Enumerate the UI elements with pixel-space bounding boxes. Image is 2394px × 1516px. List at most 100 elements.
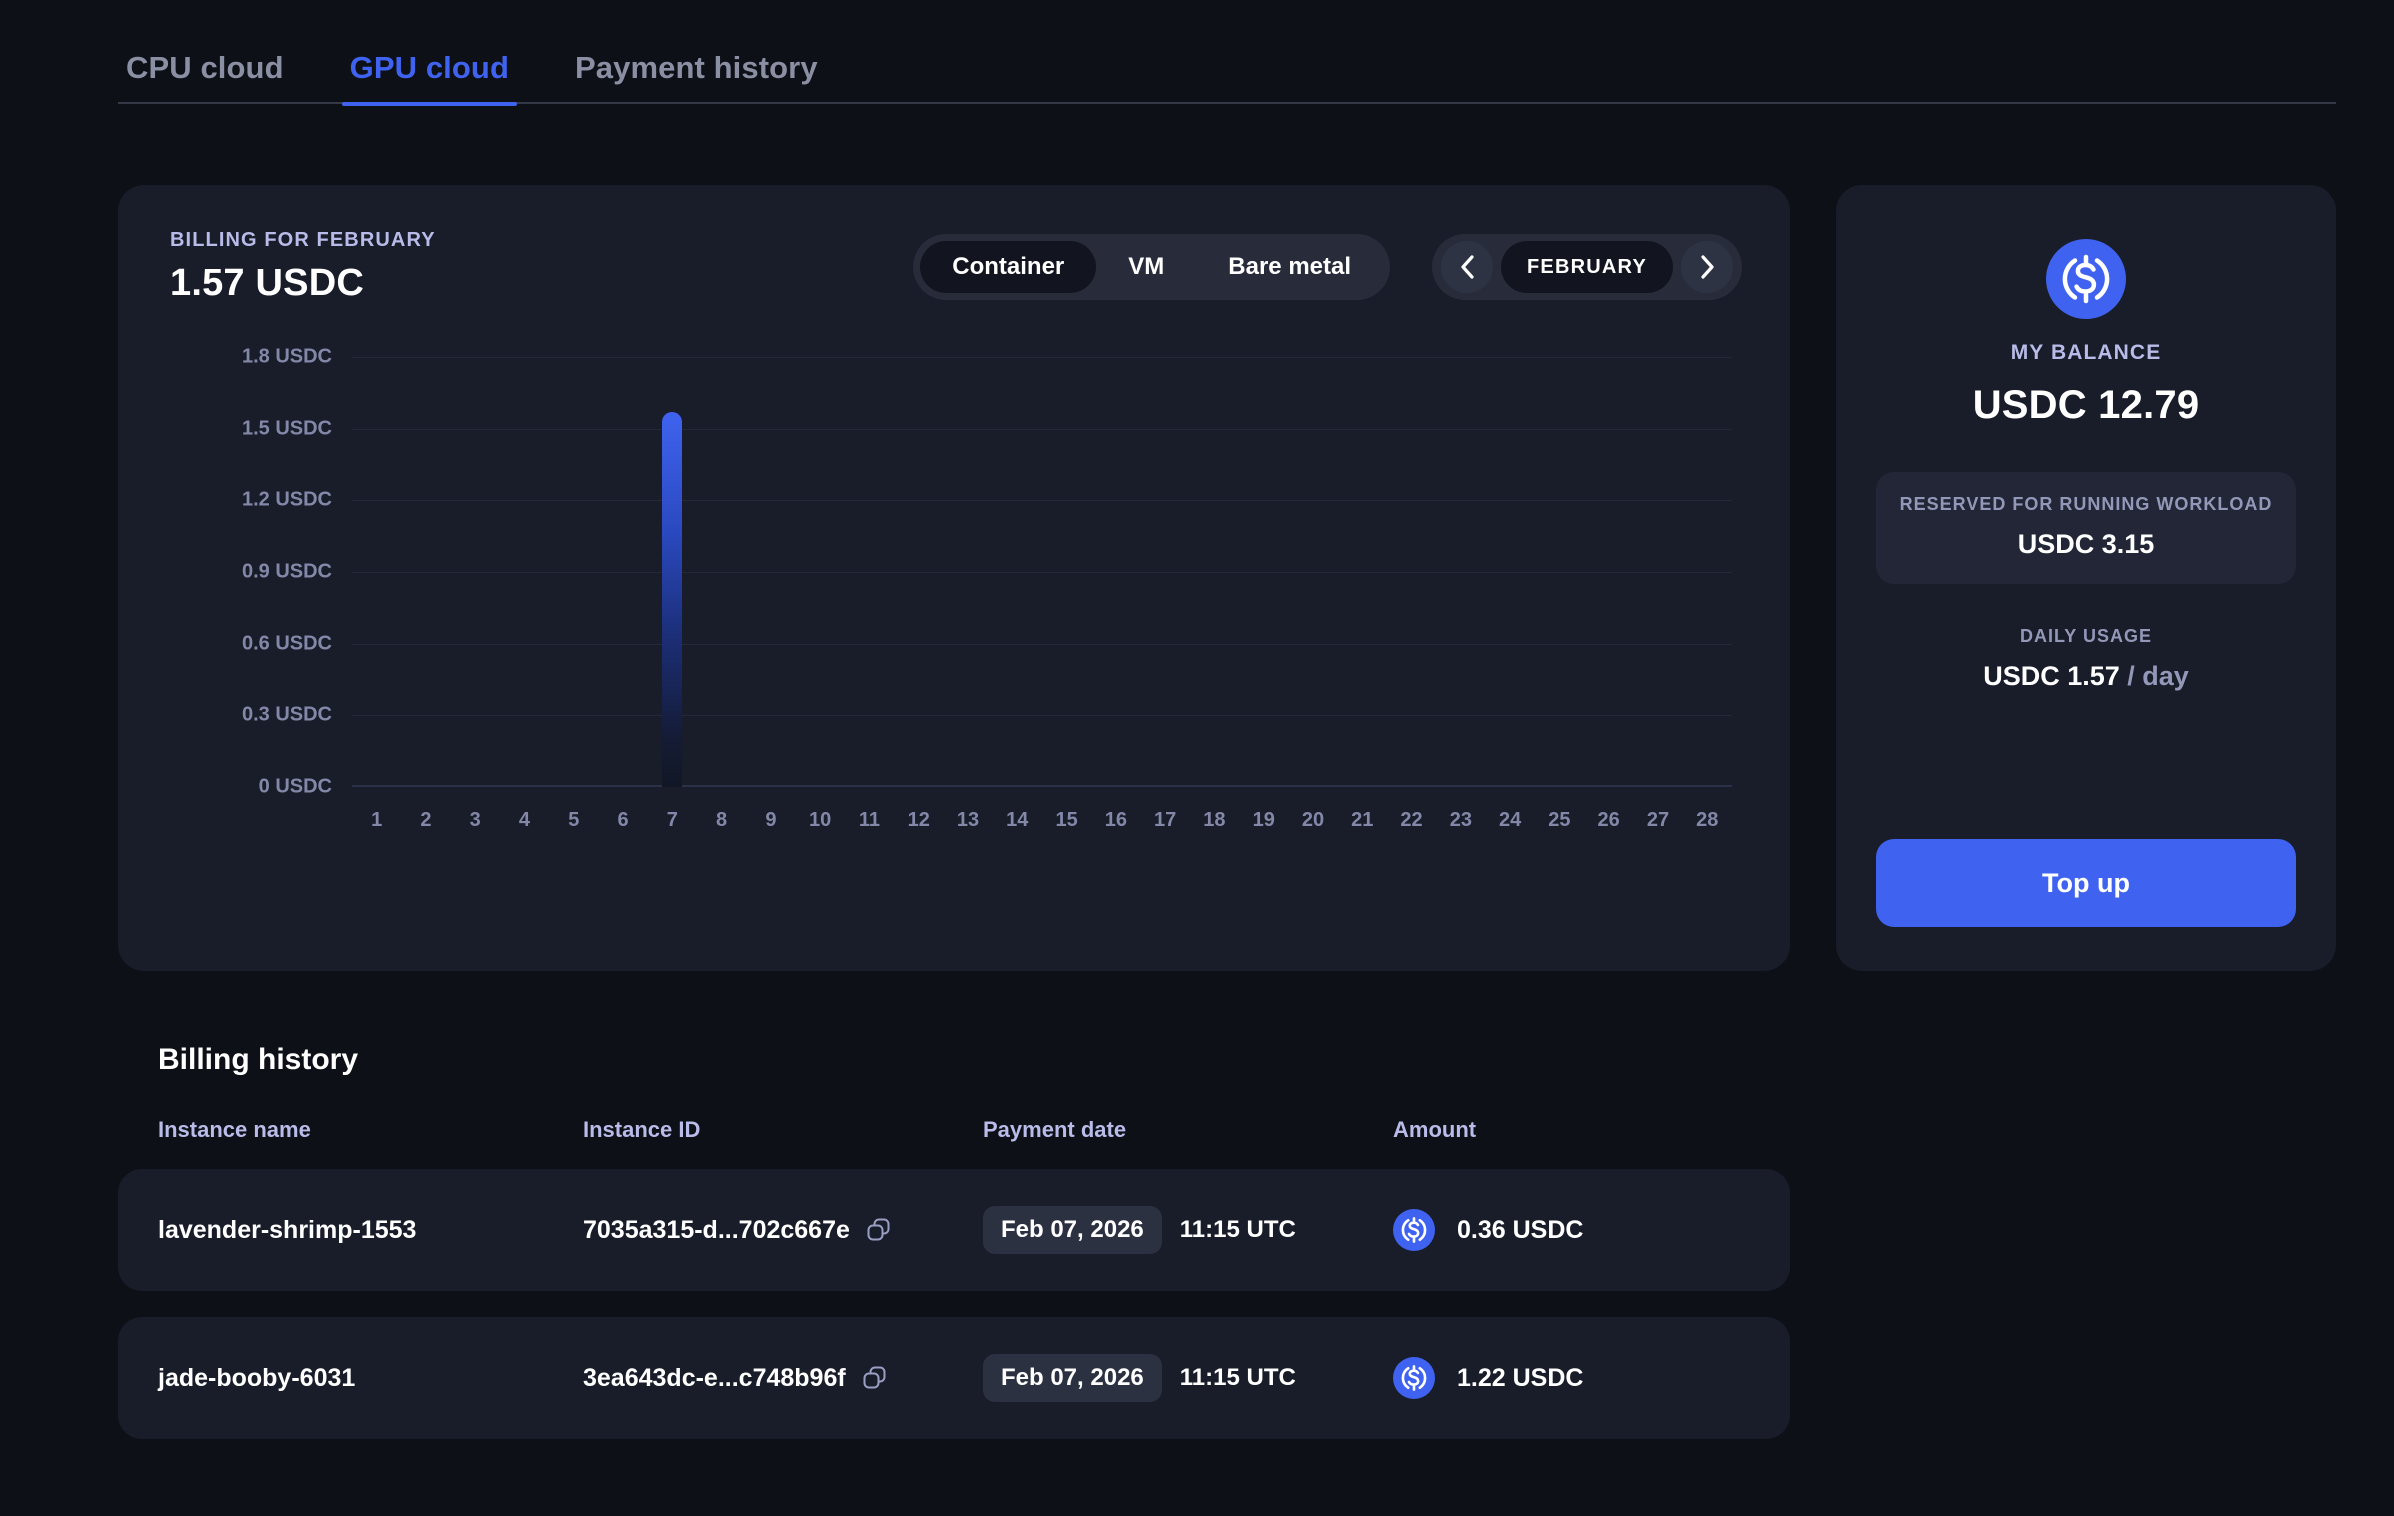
x-axis-tick: 6	[617, 809, 629, 831]
reserved-value: USDC 3.15	[2017, 529, 2155, 559]
tab-payment-history[interactable]: Payment history	[575, 50, 818, 85]
chart-bar-empty	[1204, 785, 1225, 787]
gridline	[352, 500, 1732, 502]
chart-bar	[662, 411, 683, 787]
tab-bar: CPU cloud GPU cloud Payment history	[118, 36, 2336, 106]
bar-slot[interactable]	[845, 357, 894, 787]
x-axis-tick: 8	[716, 809, 728, 831]
x-axis-tick: 20	[1301, 809, 1325, 831]
bar-slot[interactable]	[401, 357, 450, 787]
x-axis-tick: 22	[1400, 809, 1423, 831]
column-header-instance-id: Instance ID	[583, 1117, 701, 1142]
bar-slot[interactable]	[1633, 357, 1682, 787]
chart-bar-empty	[514, 785, 535, 787]
table-row[interactable]: lavender-shrimp-1553 7035a315-d...702c667…	[118, 1169, 1790, 1291]
segment-vm[interactable]: VM	[1128, 253, 1165, 280]
chart-bar-empty	[563, 785, 584, 787]
x-axis-tick: 17	[1154, 809, 1177, 831]
bar-slot[interactable]	[352, 357, 401, 787]
bar-slot[interactable]	[993, 357, 1042, 787]
chart-bar-empty	[1007, 785, 1028, 787]
bar-slot[interactable]	[549, 357, 598, 787]
bar-slot[interactable]	[796, 357, 845, 787]
reserved-label: RESERVED FOR RUNNING WORKLOAD	[1899, 494, 2273, 514]
bar-slot[interactable]	[1683, 357, 1732, 787]
chart-bar-empty	[1500, 785, 1521, 787]
billing-total-amount: 1.57 USDC	[170, 262, 364, 304]
bar-slot[interactable]	[697, 357, 746, 787]
tab-cpu-cloud[interactable]: CPU cloud	[126, 50, 284, 85]
chart-bar-empty	[1105, 785, 1126, 787]
bar-slot[interactable]	[500, 357, 549, 787]
x-axis-tick: 7	[666, 809, 678, 831]
bar-slot[interactable]	[1485, 357, 1534, 787]
tab-gpu-cloud[interactable]: GPU cloud	[341, 50, 518, 106]
bar-slot[interactable]	[1141, 357, 1190, 787]
month-navigator: FEBRUARY	[1432, 234, 1742, 300]
bar-slot[interactable]	[1190, 357, 1239, 787]
billing-history-rows: lavender-shrimp-1553 7035a315-d...702c667…	[118, 1169, 1790, 1439]
bar-slot[interactable]	[1387, 357, 1436, 787]
chart-plot-area	[352, 357, 1732, 787]
amount-cell: 1.22 USDC	[1393, 1357, 1750, 1399]
copy-icon[interactable]	[866, 1217, 892, 1243]
bar-slot[interactable]	[648, 357, 697, 787]
x-axis-tick: 13	[956, 809, 980, 831]
bar-slot[interactable]	[1239, 357, 1288, 787]
segment-container[interactable]: Container	[920, 241, 1097, 293]
x-axis-tick: 21	[1351, 809, 1374, 831]
x-axis-tick: 15	[1055, 809, 1078, 831]
chart-bar-empty	[958, 785, 979, 787]
bar-slot[interactable]	[1584, 357, 1633, 787]
instance-name: lavender-shrimp-1553	[158, 1215, 417, 1244]
chart-bar-empty	[1302, 785, 1323, 787]
x-axis-tick: 10	[809, 809, 832, 831]
bar-slot[interactable]	[1338, 357, 1387, 787]
chart-y-axis: 0 USDC 0.3 USDC 0.6 USDC 0.9 USDC 1.2 USDC 1.…	[166, 346, 332, 798]
x-axis-tick: 16	[1104, 809, 1127, 831]
chart-controls: Container VM Bare metal FEBRUARY	[913, 234, 1742, 300]
gridline	[352, 572, 1732, 573]
segment-bare-metal[interactable]: Bare metal	[1228, 253, 1352, 280]
bar-slot[interactable]	[598, 357, 647, 787]
copy-icon[interactable]	[862, 1365, 888, 1391]
chart-bar-empty	[1401, 785, 1422, 787]
bar-slot[interactable]	[1436, 357, 1485, 787]
top-up-button[interactable]: Top up	[1876, 839, 2296, 927]
bar-slot[interactable]	[894, 357, 943, 787]
tab-list: CPU cloud GPU cloud Payment history	[118, 36, 2336, 106]
chart-bar-empty	[711, 785, 732, 787]
x-axis-tick: 25	[1548, 809, 1571, 831]
chart-bar-empty	[613, 785, 634, 787]
x-axis-tick: 19	[1252, 809, 1275, 831]
bar-slot[interactable]	[451, 357, 500, 787]
bar-slot[interactable]	[1042, 357, 1091, 787]
x-axis-tick: 1	[371, 809, 383, 831]
bar-slot[interactable]	[746, 357, 795, 787]
billing-chart-card: BILLING FOR FEBRUARY 1.57 USDC Container…	[118, 185, 1790, 971]
chart-x-axis: 1 2 3 4 5 6 7 8 9 10 11 12 13 14 15 16 17 18 19 20 21 22 23 24 2…	[352, 809, 1732, 832]
bar-slot[interactable]	[943, 357, 992, 787]
x-axis-tick: 11	[858, 809, 881, 831]
current-month-label[interactable]: FEBRUARY	[1501, 241, 1673, 293]
tab-divider	[118, 102, 2336, 104]
chart-bar-empty	[415, 785, 436, 787]
chart-bar-empty	[1155, 785, 1176, 787]
x-axis-tick: 12	[907, 809, 930, 831]
billing-history-section: Billing history Instance name Instance ID…	[118, 1043, 1790, 1439]
bar-slot[interactable]	[1535, 357, 1584, 787]
chevron-left-icon[interactable]	[1441, 241, 1494, 293]
bar-slot[interactable]	[1288, 357, 1337, 787]
daily-usage-amount: USDC 1.57	[1983, 661, 2120, 691]
balance-value: USDC 12.79	[1972, 383, 2200, 427]
billing-summary: BILLING FOR FEBRUARY 1.57 USDC	[166, 229, 436, 305]
chevron-right-icon[interactable]	[1681, 241, 1733, 293]
summary-row: BILLING FOR FEBRUARY 1.57 USDC Container…	[118, 185, 2336, 971]
amount-value: 1.22 USDC	[1457, 1363, 1584, 1392]
x-axis-tick: 18	[1203, 809, 1226, 831]
bar-slot[interactable]	[1091, 357, 1140, 787]
table-row[interactable]: jade-booby-6031 3ea643dc-e...c748b96f Feb …	[118, 1317, 1790, 1439]
chart-bar-empty	[908, 785, 929, 787]
chart-bar-empty	[1697, 785, 1718, 787]
billing-history-header: Instance name Instance ID Payment date Amou…	[118, 1117, 1790, 1143]
